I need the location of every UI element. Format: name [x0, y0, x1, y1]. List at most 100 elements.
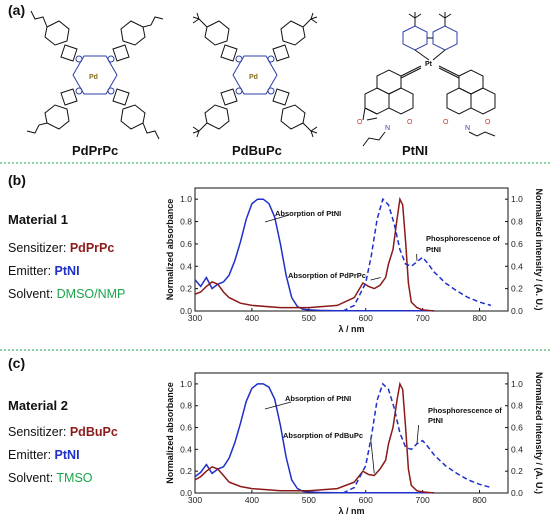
x-tick-label: 700: [416, 495, 430, 505]
x-tick-label: 400: [245, 313, 259, 323]
y-axis-label-right: Normalized intensity / (A. U.): [534, 188, 544, 310]
svg-text:Pd: Pd: [249, 74, 258, 81]
x-tick-label: 600: [359, 313, 373, 323]
emitter-value: PtNI: [54, 448, 80, 462]
material-1-sensitizer: Sensitizer: PdPrPc: [8, 241, 114, 255]
y-tick-label-right: 0.2: [511, 284, 523, 294]
panel-label-c: (c): [8, 355, 26, 371]
sensitizer-value: PdPrPc: [69, 241, 115, 255]
solvent-label: Solvent:: [8, 471, 57, 485]
emitter-value: PtNI: [54, 264, 80, 278]
annotation-leader: [264, 214, 290, 223]
svg-text:Pd: Pd: [89, 74, 98, 81]
x-tick-label: 400: [245, 495, 259, 505]
annotation-label: PtNI: [428, 416, 443, 425]
annotation-leader: [370, 438, 375, 474]
annotation-label: Absorption of PtNI: [285, 394, 351, 403]
y-tick-label-left: 1.0: [180, 194, 192, 204]
x-tick-label: 800: [472, 495, 486, 505]
x-tick-label: 500: [302, 495, 316, 505]
material-2-title: Material 2: [8, 398, 68, 413]
y-tick-label-right: 0.8: [511, 401, 523, 411]
solvent-label: Solvent:: [8, 287, 57, 301]
x-tick-label: 300: [188, 495, 202, 505]
series-line-pc_abs: [194, 196, 435, 312]
y-axis-label-left: Normalized absorbance: [165, 382, 175, 484]
material-2-emitter: Emitter: PtNI: [8, 448, 80, 462]
series-line-ptni_phos: [342, 197, 492, 312]
svg-text:O: O: [485, 119, 491, 126]
svg-text:N: N: [465, 125, 470, 132]
annotation-label: Phosphorescence of: [426, 234, 500, 243]
panel-label-b: (b): [8, 172, 26, 188]
y-tick-label-left: 0.8: [180, 217, 192, 227]
x-tick-label: 300: [188, 313, 202, 323]
material-1-emitter: Emitter: PtNI: [8, 264, 80, 278]
y-tick-label-left: 0.0: [180, 488, 192, 498]
annotation-leader: [416, 424, 420, 444]
annotation-label: Absorption of PtNI: [275, 209, 341, 218]
series-line-ptni_abs: [194, 198, 434, 312]
emitter-label: Emitter:: [8, 264, 55, 278]
y-tick-label-left: 0.4: [180, 261, 192, 271]
chart-material-1: 300 400 500 600 700 800 0.0 0.0 0.2 0.2 0.4 0.4 0.6 0…: [165, 187, 544, 334]
x-tick-label: 800: [472, 313, 486, 323]
y-tick-label-left: 0.2: [180, 284, 192, 294]
y-axis-label-left: Normalized absorbance: [165, 199, 175, 301]
material-2-sensitizer: Sensitizer: PdBuPc: [8, 425, 118, 439]
x-axis-label: λ / nm: [338, 324, 364, 334]
y-tick-label-left: 0.2: [180, 466, 192, 476]
y-axis-label-right: Normalized intensity / (A. U.): [534, 372, 544, 494]
y-tick-label-right: 0.0: [511, 488, 523, 498]
sensitizer-label: Sensitizer:: [8, 241, 70, 255]
y-tick-label-left: 0.6: [180, 423, 192, 433]
sensitizer-value: PdBuPc: [69, 425, 118, 439]
molecule-structure-ptni: Pt O N O O N O: [357, 12, 496, 147]
molecule-structure-pdprpc: Pd: [26, 10, 164, 140]
y-tick-label-left: 0.4: [180, 444, 192, 454]
svg-text:Pt: Pt: [425, 61, 433, 68]
x-tick-label: 600: [359, 495, 373, 505]
molecule-name-pdbupc: PdBuPc: [232, 143, 282, 158]
panel-label-a: (a): [8, 2, 26, 18]
solvent-value: DMSO/NMP: [56, 287, 126, 301]
y-tick-label-right: 1.0: [511, 379, 523, 389]
material-1-solvent: Solvent: DMSO/NMP: [8, 287, 125, 301]
svg-text:O: O: [407, 119, 413, 126]
material-2-solvent: Solvent: TMSO: [8, 471, 93, 485]
x-tick-label: 700: [416, 313, 430, 323]
x-axis-label: λ / nm: [338, 506, 364, 516]
annotation-label: Absorption of PdPrPc: [288, 271, 366, 280]
series-line-pc_abs: [194, 381, 435, 494]
y-tick-label-right: 0.0: [511, 306, 523, 316]
x-tick-label: 500: [302, 313, 316, 323]
annotation-label: Phosphorescence of: [428, 406, 502, 415]
molecule-name-ptni: PtNI: [402, 143, 428, 158]
annotation-label: Absorption of PdBuPc: [283, 431, 363, 440]
y-tick-label-right: 0.8: [511, 217, 523, 227]
molecule-name-pdprpc: PdPrPc: [72, 143, 119, 158]
y-tick-label-right: 0.6: [511, 423, 523, 433]
emitter-label: Emitter:: [8, 448, 55, 462]
y-tick-label-right: 0.2: [511, 466, 523, 476]
series-line-ptni_abs: [194, 383, 434, 494]
y-tick-label-right: 0.4: [511, 261, 523, 271]
svg-text:N: N: [385, 125, 390, 132]
sensitizer-label: Sensitizer:: [8, 425, 70, 439]
y-tick-label-right: 1.0: [511, 194, 523, 204]
material-1-title: Material 1: [8, 212, 68, 227]
molecule-structure-pdbupc: Pd: [192, 12, 318, 138]
y-tick-label-left: 0.0: [180, 306, 192, 316]
y-tick-label-left: 0.6: [180, 239, 192, 249]
y-tick-label-right: 0.4: [511, 444, 523, 454]
series-line-ptni_phos: [342, 382, 492, 494]
y-tick-label-right: 0.6: [511, 239, 523, 249]
svg-text:O: O: [443, 119, 449, 126]
svg-text:O: O: [357, 119, 363, 126]
annotation-leader: [264, 401, 292, 410]
annotation-leader: [370, 277, 381, 281]
y-tick-label-left: 0.8: [180, 401, 192, 411]
y-tick-label-left: 1.0: [180, 379, 192, 389]
chart-material-2: 300 400 500 600 700 800 0.0 0.0 0.2 0.2 0.4 0.4 0.6 0…: [165, 372, 544, 516]
